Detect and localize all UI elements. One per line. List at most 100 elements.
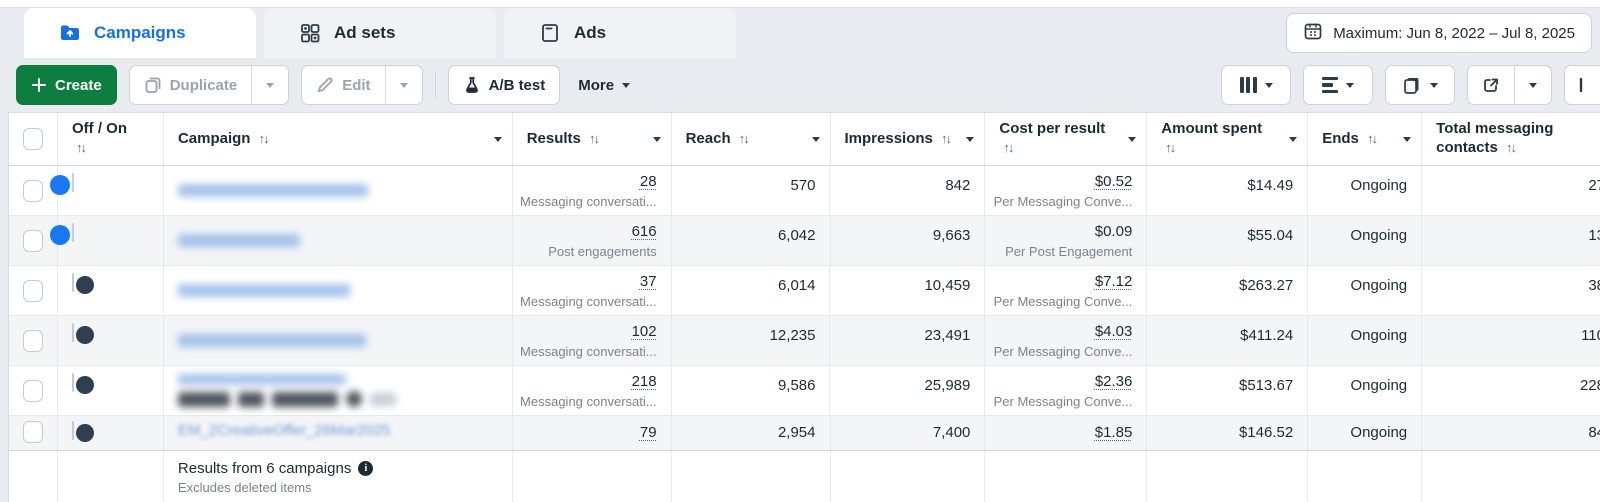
- ends-value: Ongoing: [1350, 423, 1408, 441]
- sort-icon[interactable]: ↑↓: [589, 130, 600, 146]
- impressions-value: 9,663: [932, 227, 971, 244]
- tab-campaigns[interactable]: Campaigns: [24, 8, 256, 58]
- sort-icon[interactable]: ↑↓: [76, 140, 87, 155]
- sort-icon[interactable]: ↑↓: [258, 130, 270, 146]
- column-label-results: Results: [526, 129, 581, 147]
- results-value[interactable]: 28: [639, 172, 657, 190]
- column-header-onoff[interactable]: Off / On ↑↓: [58, 113, 164, 165]
- export-dropdown[interactable]: [1514, 66, 1551, 104]
- campaign-name-cell[interactable]: [164, 266, 513, 315]
- ab-test-button[interactable]: A/B test: [447, 65, 561, 105]
- clipped-edge-button[interactable]: [1564, 65, 1600, 105]
- column-header-campaign[interactable]: Campaign ↑↓: [164, 113, 513, 165]
- sort-icon[interactable]: ↑↓: [1165, 140, 1176, 155]
- sort-icon[interactable]: ↑↓: [1506, 140, 1517, 155]
- table-header-row: Off / On ↑↓ Campaign ↑↓ Results ↑↓ Reach …: [9, 113, 1600, 166]
- reach-value: 6,042: [777, 227, 816, 244]
- row-checkbox[interactable]: [23, 229, 43, 252]
- more-button[interactable]: More: [572, 77, 636, 94]
- campaign-toggle[interactable]: [72, 273, 94, 294]
- column-menu-caret[interactable]: [493, 137, 502, 146]
- columns-button[interactable]: [1221, 65, 1291, 105]
- column-menu-caret[interactable]: [652, 137, 661, 146]
- cost-per-result-value[interactable]: $0.09: [1094, 222, 1133, 240]
- column-menu-caret[interactable]: [1403, 137, 1412, 146]
- edit-dropdown[interactable]: [384, 66, 422, 104]
- date-range-button[interactable]: Maximum: Jun 8, 2022 – Jul 8, 2025: [1286, 13, 1592, 53]
- top-strip: [0, 0, 1600, 8]
- create-button[interactable]: Create: [16, 65, 117, 105]
- sort-icon[interactable]: ↑↓: [1367, 130, 1378, 146]
- row-checkbox[interactable]: [23, 379, 43, 402]
- blurred-campaign-name: [177, 284, 350, 297]
- select-all-checkbox[interactable]: [23, 128, 43, 150]
- toolbar-right-group: [1221, 65, 1600, 105]
- column-header-impressions[interactable]: Impressions ↑↓: [831, 113, 986, 165]
- row-checkbox[interactable]: [23, 421, 43, 443]
- campaign-toggle[interactable]: [72, 373, 94, 394]
- reports-icon: [1404, 78, 1419, 94]
- row-checkbox[interactable]: [23, 329, 43, 352]
- campaign-toggle[interactable]: [50, 173, 74, 195]
- date-range-label: Maximum: Jun 8, 2022 – Jul 8, 2025: [1333, 24, 1575, 42]
- campaign-name-cell[interactable]: [164, 216, 513, 265]
- duplicate-button[interactable]: Duplicate: [130, 66, 252, 104]
- cost-per-result-value[interactable]: $2.36: [1094, 372, 1133, 390]
- results-value[interactable]: 218: [631, 372, 657, 390]
- cost-per-result-value[interactable]: $0.52: [1094, 172, 1133, 190]
- edit-button-label: Edit: [342, 76, 371, 94]
- column-menu-caret[interactable]: [1128, 137, 1137, 146]
- results-value[interactable]: 102: [631, 322, 657, 340]
- tab-ad-sets[interactable]: Ad sets: [264, 8, 496, 58]
- edit-button[interactable]: Edit: [302, 66, 384, 104]
- blurred-campaign-name: [177, 184, 368, 197]
- ends-value: Ongoing: [1350, 277, 1408, 294]
- campaign-name-link[interactable]: EM_2CreativeOffer_26Mar2025: [177, 422, 391, 439]
- campaign-toggle[interactable]: [50, 223, 74, 245]
- cost-per-result-value[interactable]: $4.03: [1094, 322, 1133, 340]
- export-button[interactable]: [1468, 66, 1514, 104]
- row-checkbox[interactable]: [23, 179, 43, 202]
- info-icon[interactable]: i: [358, 460, 374, 476]
- duplicate-dropdown[interactable]: [251, 66, 288, 104]
- sort-icon[interactable]: ↑↓: [941, 130, 952, 146]
- breakdown-button[interactable]: [1303, 65, 1373, 105]
- results-value[interactable]: 616: [631, 222, 657, 240]
- column-header-contacts[interactable]: Total messaging contacts ↑↓: [1422, 113, 1600, 165]
- campaign-toggle[interactable]: [72, 421, 94, 442]
- results-value[interactable]: 37: [639, 272, 657, 290]
- cost-per-result-value[interactable]: $1.85: [1094, 423, 1133, 441]
- reports-button[interactable]: [1385, 65, 1455, 105]
- blurred-campaign-badges: [177, 391, 498, 407]
- campaign-name-cell[interactable]: EM_2CreativeOffer_26Mar2025: [164, 416, 513, 450]
- column-menu-caret[interactable]: [1289, 137, 1298, 146]
- plus-icon: [32, 78, 46, 92]
- results-type: Messaging conversati...: [520, 393, 657, 409]
- campaign-name-cell[interactable]: [164, 166, 513, 215]
- column-header-reach[interactable]: Reach ↑↓: [672, 113, 831, 165]
- reach-value: 6,014: [777, 277, 816, 294]
- table-row: 102 Messaging conversati... 12,235 23,491…: [9, 316, 1600, 366]
- duplicate-button-label: Duplicate: [169, 76, 238, 94]
- cost-type: Per Post Engagement: [1005, 243, 1133, 259]
- results-type: Messaging conversati...: [520, 343, 657, 359]
- column-header-spent[interactable]: Amount spent ↑↓: [1147, 113, 1309, 165]
- row-checkbox[interactable]: [23, 279, 43, 302]
- ads-page-icon: [538, 21, 562, 45]
- column-header-results[interactable]: Results ↑↓: [513, 113, 672, 165]
- sort-icon[interactable]: ↑↓: [1003, 140, 1014, 155]
- campaign-name-cell[interactable]: [164, 366, 513, 415]
- column-menu-caret[interactable]: [811, 137, 820, 146]
- sort-icon[interactable]: ↑↓: [738, 130, 750, 146]
- column-menu-caret[interactable]: [966, 137, 975, 146]
- contacts-value: 27: [1588, 177, 1600, 194]
- tab-ads[interactable]: Ads: [504, 8, 736, 58]
- column-header-ends[interactable]: Ends ↑↓: [1308, 113, 1423, 165]
- results-value[interactable]: 79: [639, 423, 657, 441]
- campaign-toggle[interactable]: [72, 323, 94, 344]
- contacts-value: 228: [1579, 377, 1600, 394]
- cost-per-result-value[interactable]: $7.12: [1094, 272, 1133, 290]
- footer-note: Excludes deleted items: [177, 479, 312, 495]
- column-header-cost[interactable]: Cost per result ↑↓: [985, 113, 1148, 165]
- campaign-name-cell[interactable]: [164, 316, 513, 365]
